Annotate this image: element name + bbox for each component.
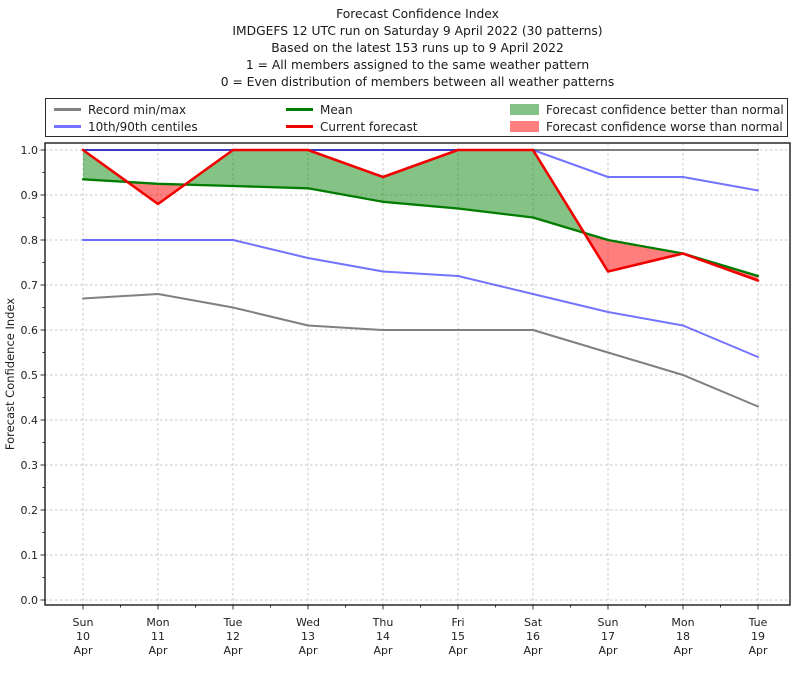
x-tick-label-dow: Sun bbox=[598, 616, 619, 629]
legend-label: Forecast confidence better than normal bbox=[546, 102, 784, 117]
legend-column-2: Forecast confidence better than normal Fo… bbox=[510, 101, 784, 135]
x-tick-label-dow: Mon bbox=[671, 616, 694, 629]
series-mean-line bbox=[81, 178, 760, 278]
x-tick-label-mon: Apr bbox=[523, 644, 543, 657]
10th-90th-centiles-swatch-line bbox=[54, 125, 81, 128]
legend-item-forecast-confidence-worse-than-normal: Forecast confidence worse than normal bbox=[510, 118, 784, 135]
chart-subtitle-scale-zero: 0 = Even distribution of members between… bbox=[220, 75, 615, 89]
chart-subtitle-scale-one: 1 = All members assigned to the same wea… bbox=[245, 58, 590, 72]
x-tick-label-day: 17 bbox=[601, 630, 615, 643]
legend-item-mean: Mean bbox=[286, 101, 417, 118]
chart-title: Forecast Confidence Index bbox=[336, 7, 499, 21]
x-tick-label-mon: Apr bbox=[598, 644, 618, 657]
plot-border bbox=[44, 142, 791, 606]
x-tick-label-dow: Tue bbox=[748, 616, 768, 629]
legend-item-record-min-max: Record min/max bbox=[54, 101, 198, 118]
x-tick-label-day: 16 bbox=[526, 630, 540, 643]
chart-title-block: Forecast Confidence Index IMDGEFS 12 UTC… bbox=[45, 6, 790, 91]
x-tick-label-mon: Apr bbox=[748, 644, 768, 657]
series-90th-centile-line bbox=[82, 149, 759, 192]
legend-label: Forecast confidence worse than normal bbox=[546, 119, 783, 134]
x-tick-label-mon: Apr bbox=[223, 644, 243, 657]
x-tick-label-day: 18 bbox=[676, 630, 690, 643]
y-tick-label: 0.6 bbox=[21, 324, 39, 337]
x-tick-label-dow: Mon bbox=[146, 616, 169, 629]
legend-item-forecast-confidence-better-than-normal: Forecast confidence better than normal bbox=[510, 101, 784, 118]
chart-subtitle-based: Based on the latest 153 runs up to 9 Apr… bbox=[271, 41, 564, 55]
y-tick-label: 0.7 bbox=[21, 279, 39, 292]
legend-item-current-forecast: Current forecast bbox=[286, 118, 417, 135]
x-tick-label-dow: Tue bbox=[223, 616, 243, 629]
x-tick-label-mon: Apr bbox=[373, 644, 393, 657]
x-tick-label-day: 14 bbox=[376, 630, 390, 643]
x-tick-labels: Sun10AprMon11AprTue12AprWed13AprThu14Apr… bbox=[73, 616, 768, 657]
worse-than-normal-fill bbox=[584, 232, 758, 281]
y-tick-label: 0.5 bbox=[21, 369, 39, 382]
series-current-forecast-line bbox=[81, 148, 760, 282]
mean-swatch-line bbox=[286, 108, 313, 111]
axis-ticks bbox=[40, 149, 759, 610]
x-tick-label-day: 12 bbox=[226, 630, 240, 643]
y-tick-label: 0.3 bbox=[21, 459, 39, 472]
x-tick-label-dow: Fri bbox=[451, 616, 464, 629]
y-tick-label: 0.9 bbox=[21, 189, 39, 202]
x-tick-label-day: 13 bbox=[301, 630, 315, 643]
y-tick-label: 0.2 bbox=[21, 504, 39, 517]
x-tick-label-dow: Thu bbox=[372, 616, 394, 629]
x-tick-label-day: 11 bbox=[151, 630, 165, 643]
y-tick-label: 0.8 bbox=[21, 234, 39, 247]
chart-legend: Record min/max 10th/90th centiles Mean Curr… bbox=[45, 98, 788, 137]
x-tick-label-day: 10 bbox=[76, 630, 90, 643]
legend-column-0: Record min/max 10th/90th centiles bbox=[54, 101, 198, 135]
worse-than-normal-fill bbox=[127, 181, 185, 204]
current-forecast-swatch-line bbox=[286, 125, 313, 128]
x-tick-label-day: 15 bbox=[451, 630, 465, 643]
x-tick-label-day: 19 bbox=[751, 630, 765, 643]
x-tick-label-dow: Sat bbox=[524, 616, 543, 629]
chart-subtitle-run: IMDGEFS 12 UTC run on Saturday 9 April 2… bbox=[232, 24, 603, 38]
legend-label: Mean bbox=[320, 102, 353, 117]
x-tick-label-mon: Apr bbox=[298, 644, 318, 657]
legend-column-1: Mean Current forecast bbox=[286, 101, 417, 135]
series-record-min-line bbox=[82, 293, 759, 408]
legend-label: Record min/max bbox=[88, 102, 187, 117]
legend-label: Current forecast bbox=[320, 119, 418, 134]
legend-label: 10th/90th centiles bbox=[88, 119, 198, 134]
forecast-confidence-better-than-normal-swatch-patch bbox=[510, 104, 539, 115]
series-10th-centile-line bbox=[82, 239, 759, 358]
y-tick-label: 0.0 bbox=[21, 594, 39, 607]
legend-item-10th-90th-centiles: 10th/90th centiles bbox=[54, 118, 198, 135]
y-tick-label: 1.0 bbox=[21, 144, 39, 157]
y-axis-label: Forecast Confidence Index bbox=[3, 298, 17, 450]
x-tick-label-dow: Sun bbox=[73, 616, 94, 629]
x-tick-label-dow: Wed bbox=[296, 616, 320, 629]
y-tick-labels: 0.0 0.1 0.2 0.3 0.4 0.5 0.6 0.7 0.8 0.9 1.0 bbox=[21, 144, 39, 607]
x-tick-label-mon: Apr bbox=[448, 644, 468, 657]
x-tick-label-mon: Apr bbox=[148, 644, 168, 657]
x-tick-label-mon: Apr bbox=[673, 644, 693, 657]
forecast-confidence-worse-than-normal-swatch-patch bbox=[510, 121, 539, 132]
better-than-normal-fill bbox=[185, 150, 585, 233]
y-tick-label: 0.4 bbox=[21, 414, 39, 427]
record-min-max-swatch-line bbox=[54, 108, 81, 111]
y-tick-label: 0.1 bbox=[21, 549, 39, 562]
x-tick-label-mon: Apr bbox=[73, 644, 93, 657]
